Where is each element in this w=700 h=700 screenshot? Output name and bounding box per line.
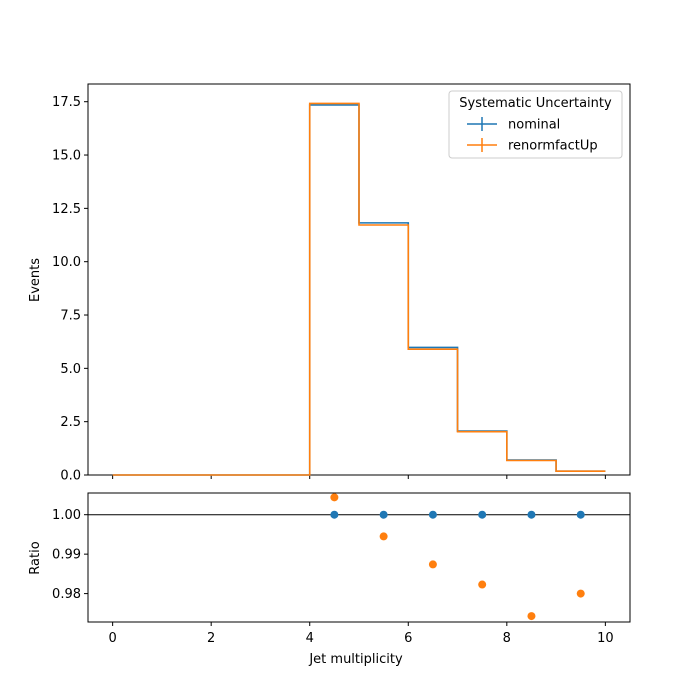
ratio-point-renormfactup: [330, 493, 339, 502]
histogram-panel: 0.0 2.5 5.0 7.5 10.0 12.5 15.0 17.5 Events Syst…: [28, 83, 631, 484]
ratio-points: [330, 493, 585, 621]
histogram-y-tick-label: 7.5: [60, 309, 81, 324]
x-tick-label: 4: [306, 631, 314, 646]
ratio-plot-area: [87, 492, 631, 623]
histogram-y-tick-label: 0.0: [60, 469, 81, 484]
ratio-point-nominal: [527, 510, 536, 519]
x-tick-label: 2: [207, 631, 215, 646]
histogram-y-tick-label: 17.5: [52, 95, 81, 110]
ratio-point-nominal: [478, 510, 487, 519]
histogram-y-tick-label: 2.5: [60, 415, 81, 430]
ratio-point-renormfactup: [379, 532, 388, 541]
ratio-y-ticks: 0.98 0.99 1.00: [52, 508, 88, 602]
histogram-y-axis-label: Events: [28, 258, 43, 302]
histogram-y-ticks: 0.0 2.5 5.0 7.5 10.0 12.5 15.0 17.5: [52, 95, 88, 484]
x-tick-label: 6: [404, 631, 412, 646]
ratio-x-ticks: 0 2 4 6 8 10: [108, 622, 614, 646]
histogram-y-tick-label: 5.0: [60, 362, 81, 377]
ratio-panel: 0 2 4 6 8 10 0.98 0.99 1.00 Ratio Jet multiplic…: [28, 492, 631, 667]
step-line-renormfactup: [112, 102, 606, 476]
ratio-point-renormfactup: [527, 612, 536, 621]
histogram-y-tick-label: 15.0: [52, 149, 81, 164]
legend-label-renormfactup: renormfactUp: [508, 139, 598, 154]
histogram-series: [112, 102, 606, 476]
histogram-plot-area: [87, 83, 631, 476]
ratio-point-nominal: [428, 510, 437, 519]
legend-box: [448, 90, 623, 159]
legend-title: Systematic Uncertainty: [459, 96, 612, 111]
legend-label-nominal: nominal: [508, 118, 560, 133]
ratio-y-tick-label: 0.98: [52, 587, 81, 602]
x-tick-label: 8: [503, 631, 511, 646]
x-tick-label: 0: [108, 631, 116, 646]
legend-entry-renormfactup: renormfactUp: [467, 138, 598, 154]
histogram-y-tick-label: 10.0: [52, 255, 81, 270]
ratio-point-renormfactup: [576, 589, 585, 598]
ratio-y-tick-label: 0.99: [52, 548, 81, 563]
ratio-y-axis-label: Ratio: [28, 541, 43, 574]
x-tick-label: 10: [597, 631, 614, 646]
legend-entry-nominal: nominal: [467, 117, 560, 133]
legend: Systematic Uncertainty nominal renormfac…: [448, 90, 623, 159]
ratio-point-nominal: [576, 510, 585, 519]
ratio-point-nominal: [330, 510, 339, 519]
histogram-y-tick-label: 12.5: [52, 202, 81, 217]
ratio-point-renormfactup: [428, 560, 437, 569]
x-axis-label: Jet multiplicity: [308, 652, 403, 667]
ratio-point-renormfactup: [478, 580, 487, 589]
ratio-point-nominal: [379, 510, 388, 519]
ratio-y-tick-label: 1.00: [52, 508, 81, 523]
